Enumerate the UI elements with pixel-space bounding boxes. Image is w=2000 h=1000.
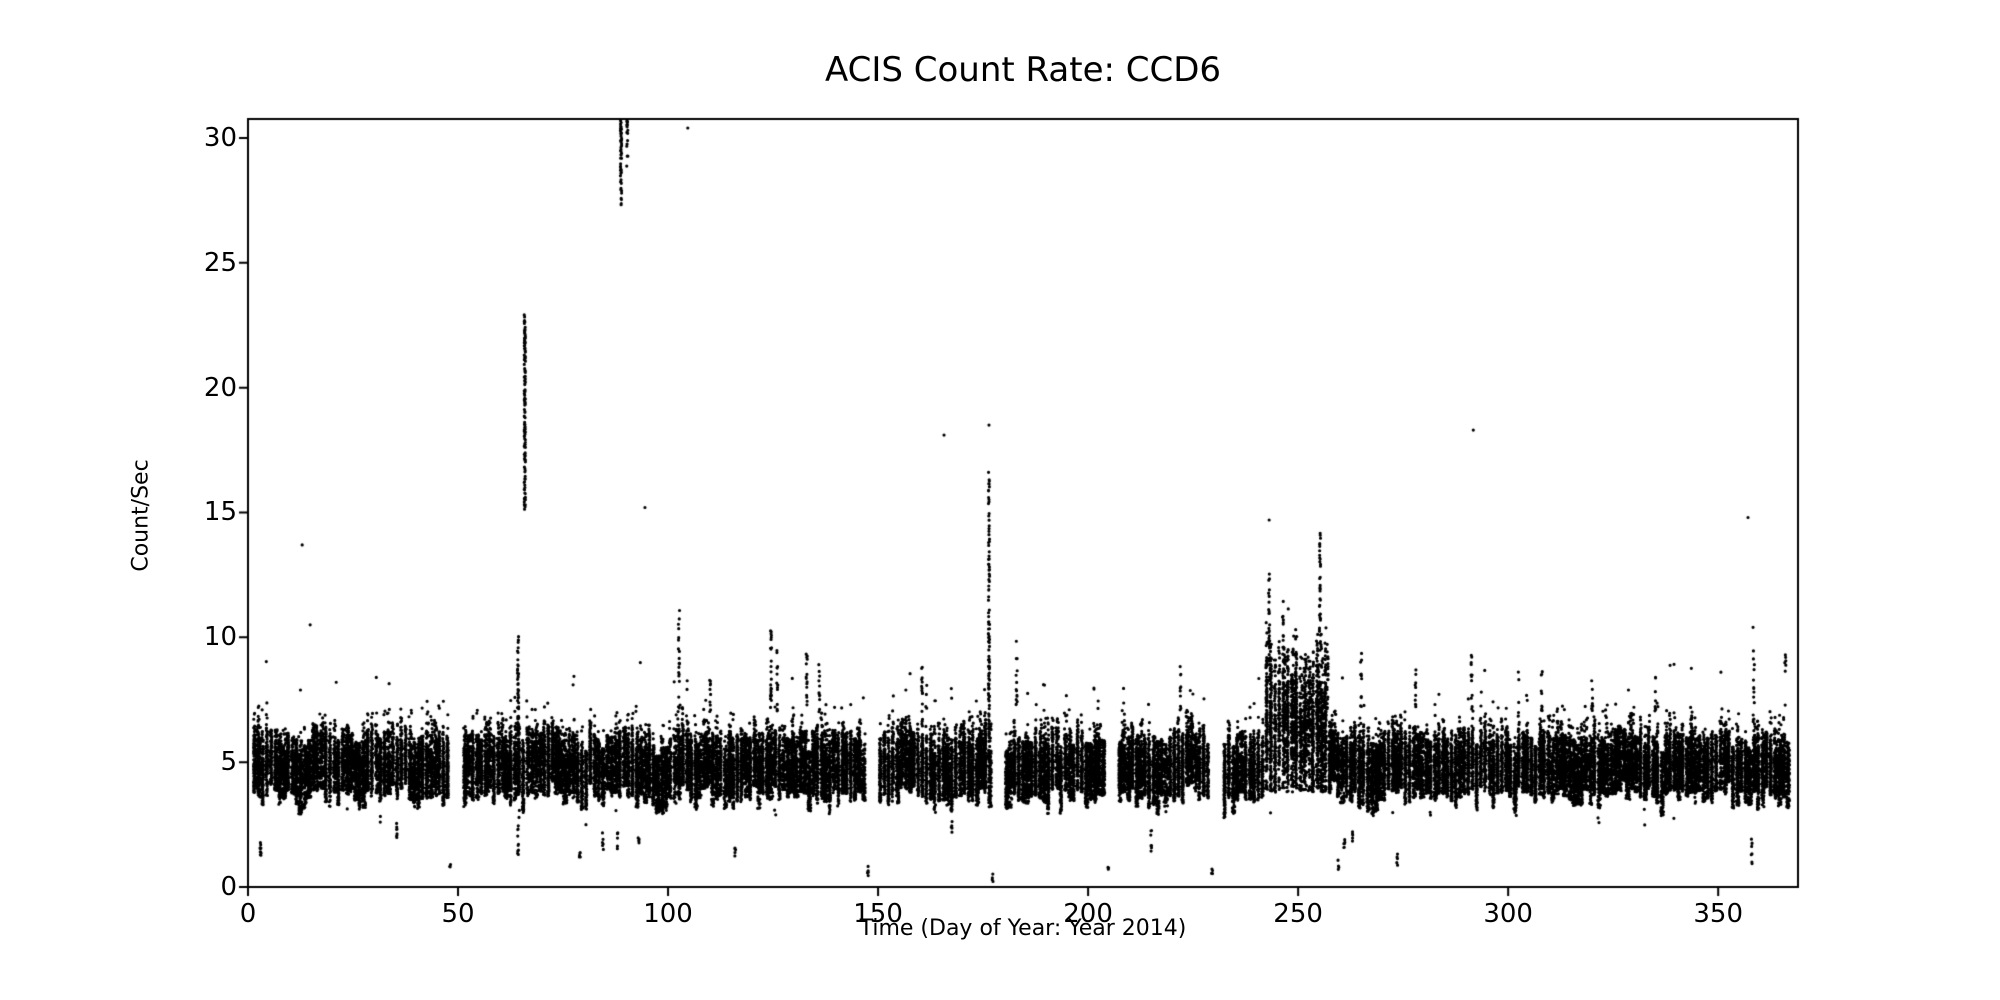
x-tick-label: 350 — [1693, 899, 1743, 929]
x-tick-label: 250 — [1273, 899, 1323, 929]
x-tick-label: 300 — [1483, 899, 1533, 929]
x-tick-label: 0 — [239, 899, 257, 929]
y-tick-label: 25 — [203, 247, 237, 278]
y-axis-label: Count/Sec — [128, 459, 154, 572]
y-tick-label: 20 — [203, 372, 237, 403]
y-tick-label: 10 — [203, 622, 237, 653]
x-tick-label: 50 — [441, 899, 475, 929]
x-axis-label: Time (Day of Year: Year 2014) — [859, 916, 1187, 941]
x-tick-label: 200 — [1063, 899, 1113, 929]
x-tick-label: 150 — [853, 899, 903, 929]
y-tick-label: 0 — [220, 872, 237, 902]
y-tick-label: 30 — [203, 122, 237, 153]
y-tick-label: 5 — [220, 747, 237, 778]
y-tick-label: 15 — [203, 497, 237, 528]
chart-title: ACIS Count Rate: CCD6 — [824, 50, 1222, 90]
x-tick-label: 100 — [643, 899, 693, 929]
